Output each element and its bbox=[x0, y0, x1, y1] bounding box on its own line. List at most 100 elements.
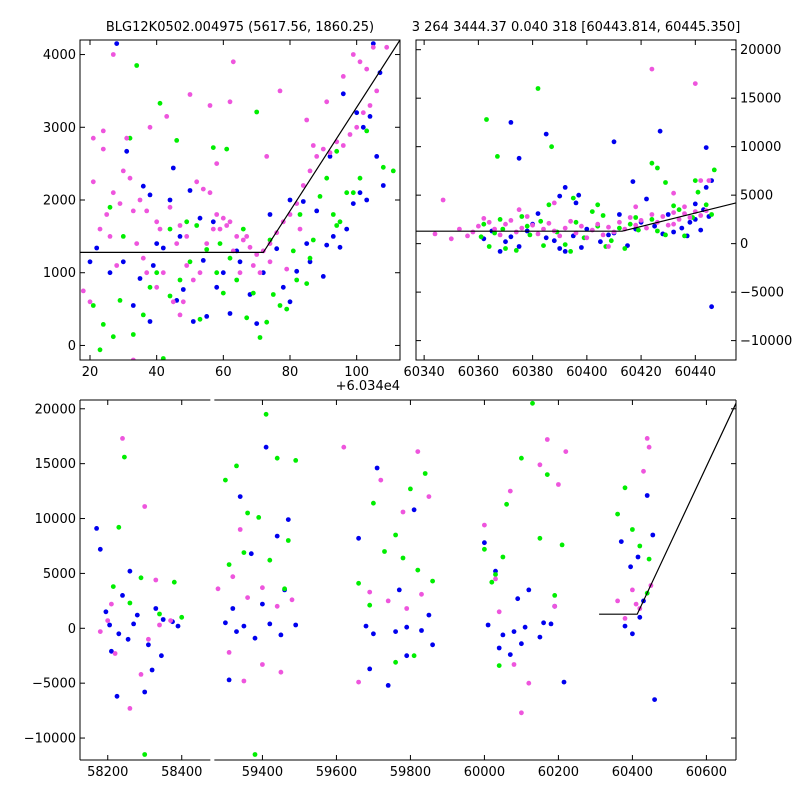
y-tick-label: 0 bbox=[740, 237, 748, 252]
data-point bbox=[120, 593, 125, 598]
data-point bbox=[204, 247, 210, 252]
data-point bbox=[177, 223, 183, 228]
panel-1: BLG12K0502.004975 (5617.56, 1860.25) 20 4… bbox=[43, 20, 401, 394]
y-tick-label: −10000 bbox=[24, 732, 76, 747]
data-point bbox=[174, 241, 180, 247]
data-point bbox=[157, 611, 162, 617]
data-point bbox=[393, 532, 398, 538]
data-point bbox=[595, 221, 601, 227]
data-point bbox=[168, 618, 174, 623]
data-point bbox=[278, 669, 284, 675]
x-tick-label: 60440 bbox=[675, 365, 716, 380]
data-point bbox=[293, 458, 299, 463]
data-point bbox=[535, 86, 541, 91]
model-line bbox=[416, 202, 736, 232]
panel-2-yaxis: −10000 −5000 0 5000 10000 15000 20000 bbox=[416, 43, 792, 349]
x-tick-label: 60340 bbox=[403, 365, 444, 380]
data-point bbox=[234, 629, 239, 634]
data-point bbox=[378, 477, 384, 483]
data-point bbox=[254, 109, 260, 115]
x-tick-label: 59400 bbox=[242, 765, 283, 780]
data-point bbox=[130, 332, 136, 337]
data-point bbox=[371, 631, 376, 637]
data-point bbox=[197, 316, 203, 322]
data-point bbox=[408, 486, 413, 492]
data-point bbox=[320, 146, 326, 152]
data-point bbox=[356, 580, 361, 586]
data-point bbox=[641, 468, 646, 474]
data-point bbox=[293, 622, 299, 628]
data-point bbox=[153, 577, 159, 583]
data-point bbox=[486, 219, 492, 225]
data-point bbox=[100, 146, 106, 152]
data-point bbox=[617, 212, 622, 217]
data-point bbox=[340, 91, 346, 97]
data-point bbox=[147, 319, 153, 324]
data-point bbox=[513, 229, 519, 235]
y-tick-label: 2000 bbox=[43, 194, 76, 209]
data-point bbox=[393, 629, 398, 634]
data-point bbox=[137, 276, 143, 281]
data-point bbox=[513, 248, 519, 253]
data-point bbox=[650, 532, 656, 538]
data-point bbox=[606, 232, 611, 238]
data-point bbox=[125, 636, 131, 642]
data-point bbox=[548, 621, 554, 627]
data-point bbox=[124, 135, 130, 141]
data-point bbox=[562, 249, 568, 254]
data-point bbox=[177, 277, 183, 283]
data-point bbox=[224, 223, 230, 228]
data-point bbox=[167, 197, 173, 203]
data-point bbox=[234, 463, 239, 469]
data-point bbox=[660, 214, 666, 219]
data-point bbox=[606, 244, 611, 249]
data-point bbox=[194, 223, 200, 228]
panel-1-model bbox=[80, 40, 400, 253]
data-point bbox=[100, 322, 106, 327]
data-point bbox=[537, 462, 543, 468]
data-point bbox=[109, 648, 114, 654]
data-point bbox=[562, 225, 568, 231]
data-point bbox=[310, 143, 316, 148]
data-point bbox=[227, 219, 233, 225]
data-point bbox=[698, 227, 704, 233]
data-point bbox=[226, 677, 232, 683]
data-point bbox=[277, 303, 283, 308]
x-tick-label: 59600 bbox=[316, 765, 357, 780]
data-point bbox=[140, 312, 146, 318]
data-point bbox=[511, 629, 517, 634]
data-point bbox=[595, 202, 601, 208]
x-tick-label: 58400 bbox=[161, 765, 202, 780]
data-point bbox=[698, 178, 704, 184]
data-point bbox=[611, 229, 617, 235]
data-point bbox=[535, 211, 541, 217]
x-tick-label: 60 bbox=[215, 365, 232, 380]
data-point bbox=[167, 226, 173, 232]
data-point bbox=[350, 190, 356, 196]
data-point bbox=[482, 546, 487, 552]
model-line bbox=[599, 403, 736, 615]
data-point bbox=[170, 299, 176, 305]
data-point bbox=[432, 231, 438, 237]
data-point bbox=[287, 299, 293, 305]
data-point bbox=[611, 139, 617, 145]
data-point bbox=[371, 500, 376, 506]
x-tick-label: 60400 bbox=[612, 765, 653, 780]
data-point bbox=[224, 146, 230, 152]
data-point bbox=[367, 103, 373, 108]
data-point bbox=[289, 597, 295, 603]
data-point bbox=[294, 268, 300, 274]
data-point bbox=[142, 504, 148, 509]
data-point bbox=[633, 215, 639, 220]
data-point bbox=[324, 242, 330, 248]
data-point bbox=[120, 259, 126, 265]
data-point bbox=[179, 614, 185, 620]
panel-1-frame bbox=[79, 39, 401, 361]
data-point bbox=[252, 752, 258, 757]
data-point bbox=[134, 612, 140, 618]
data-point bbox=[557, 233, 563, 239]
data-point bbox=[563, 449, 569, 454]
data-point bbox=[267, 621, 273, 627]
data-point bbox=[237, 494, 243, 499]
data-point bbox=[354, 124, 360, 130]
